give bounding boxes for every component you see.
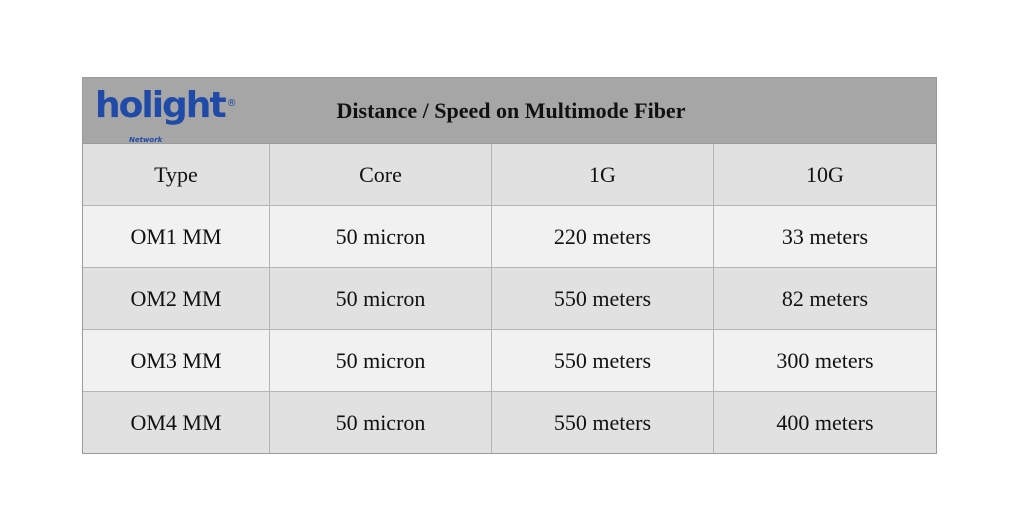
header-10g: 10G — [806, 161, 844, 187]
cell-type: OM3 MM — [83, 330, 270, 391]
logo-text: holight — [95, 85, 227, 126]
cell-10g: 33 meters — [781, 223, 869, 249]
table-row: OM1 MM 50 micron 220 meters 33 meters — [83, 206, 936, 268]
holight-logo: holight ® Network — [95, 85, 237, 145]
cell-type: OM2 MM — [83, 268, 270, 329]
cell-type: OM1 MM — [83, 206, 270, 267]
cell-10g: 400 meters — [776, 409, 874, 435]
table-title: Distance / Speed on Multimode Fiber — [336, 98, 686, 123]
header-core: Core — [270, 144, 492, 205]
table-row: OM2 MM 50 micron 550 meters 82 meters — [83, 268, 936, 330]
cell-10g: 300 meters — [776, 347, 874, 373]
fiber-distance-table: holight ® Network Distance / Speed on Mu… — [82, 77, 937, 454]
registered-mark-icon: ® — [226, 98, 237, 109]
cell-core: 50 micron — [270, 268, 492, 329]
cell-1g: 550 meters — [492, 330, 714, 391]
cell-10g: 82 meters — [781, 285, 869, 311]
cell-core: 50 micron — [270, 206, 492, 267]
header-type: Type — [83, 144, 270, 205]
cell-type: OM4 MM — [83, 392, 270, 453]
cell-core: 50 micron — [270, 392, 492, 453]
cell-1g: 220 meters — [492, 206, 714, 267]
header-1g: 1G — [492, 144, 714, 205]
cell-1g: 550 meters — [492, 392, 714, 453]
table-title-bar: holight ® Network Distance / Speed on Mu… — [83, 78, 936, 144]
table-row: OM4 MM 50 micron 550 meters 400 meters — [83, 392, 936, 453]
cell-core: 50 micron — [270, 330, 492, 391]
cell-1g: 550 meters — [492, 268, 714, 329]
header-row: Type Core 1G 10G — [83, 144, 936, 206]
table-row: OM3 MM 50 micron 550 meters 300 meters — [83, 330, 936, 392]
logo-subtext: Network — [129, 136, 163, 144]
